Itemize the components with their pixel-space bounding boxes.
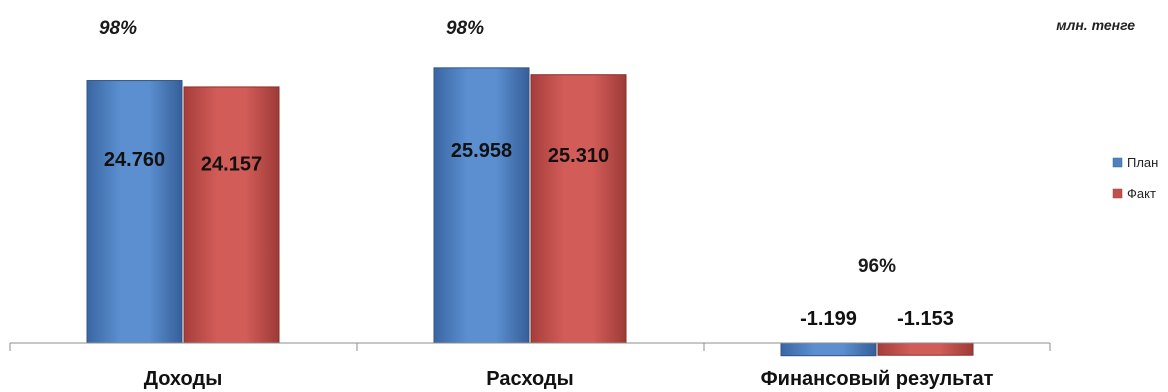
legend-label-plan: План (1127, 155, 1158, 170)
value-label-fact-1: 24.157 (201, 154, 262, 176)
bar-fact-1 (183, 86, 280, 344)
legend-label-fact: Факт (1127, 186, 1156, 201)
bar-fact-2 (530, 74, 627, 344)
legend: План Факт (1112, 155, 1158, 201)
unit-label: млн. тенге (1056, 17, 1135, 33)
value-label-fact-3: -1.153 (897, 308, 954, 330)
value-label-plan-3: -1.199 (800, 308, 857, 330)
percent-label-1: 98% (99, 18, 137, 39)
percent-label-3: 96% (858, 256, 896, 277)
legend-swatch-fact (1112, 188, 1123, 199)
legend-swatch-plan (1112, 157, 1123, 168)
category-label-1: Доходы (144, 368, 223, 390)
bar-fact-3 (877, 342, 974, 356)
percent-label-2: 98% (446, 18, 484, 39)
bar-plan-2 (433, 67, 530, 344)
value-label-plan-1: 24.760 (104, 149, 165, 171)
category-label-3: Финансовый результат (761, 368, 994, 390)
bar-plan-3 (780, 342, 877, 357)
value-label-plan-2: 25.958 (451, 140, 512, 162)
category-label-2: Расходы (486, 368, 573, 390)
value-label-fact-2: 25.310 (548, 145, 609, 167)
bar-plan-1 (86, 80, 183, 344)
